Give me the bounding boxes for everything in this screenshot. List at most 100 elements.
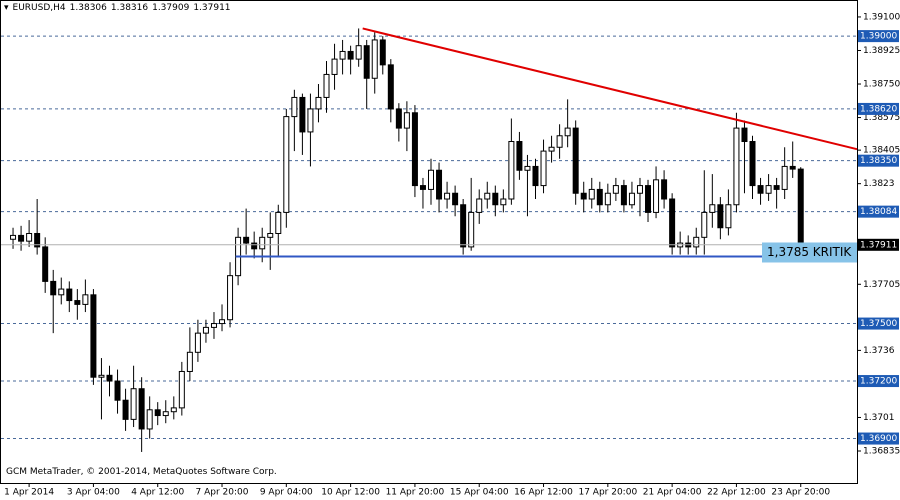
- candle-body: [532, 165, 539, 187]
- candle-body: [42, 246, 49, 282]
- x-tick-label: 21 Apr 04:00: [643, 488, 702, 498]
- candle-body: [797, 168, 804, 246]
- candle-body: [701, 211, 708, 238]
- candle-body: [411, 112, 418, 187]
- candle-body: [283, 116, 290, 213]
- level-label: 1.37200: [860, 377, 897, 387]
- ohlc-high: 1.38316: [110, 3, 149, 13]
- y-tick-label: 1.39100: [863, 12, 900, 22]
- candle-body: [693, 236, 700, 248]
- x-tick-label: 4 Apr 12:00: [131, 488, 184, 498]
- candle-body: [540, 150, 547, 187]
- candle-body: [307, 108, 314, 133]
- candle-body: [580, 192, 587, 200]
- candle-body: [444, 192, 451, 200]
- level-label: 1.38350: [860, 156, 897, 166]
- candle-body: [331, 58, 338, 75]
- level-label: 1.38620: [860, 104, 897, 114]
- candle-body: [170, 407, 177, 413]
- y-tick-label: 1.38925: [863, 46, 900, 56]
- x-tick-label: 17 Apr 20:00: [578, 488, 637, 498]
- candle-body: [604, 192, 611, 206]
- candle-body: [114, 380, 121, 401]
- candle-body: [492, 192, 499, 206]
- y-tick-label: 1.36835: [863, 446, 900, 456]
- support-label-box: [762, 242, 857, 263]
- candle-body: [596, 188, 603, 206]
- candle-body: [612, 185, 619, 194]
- candle-body: [202, 326, 209, 334]
- candle-body: [403, 112, 410, 129]
- candle-body: [162, 411, 169, 417]
- candle-body: [259, 236, 266, 250]
- candle-body: [267, 232, 274, 238]
- x-tick-label: 15 Apr 04:00: [450, 488, 509, 498]
- level-label: 1.37500: [860, 319, 897, 329]
- level-label-box: [858, 102, 899, 115]
- candle-body: [387, 64, 394, 110]
- candle-body: [18, 234, 25, 242]
- candle-body: [636, 185, 643, 194]
- x-tick-label: 3 Apr 04:00: [67, 488, 120, 498]
- candle-body: [395, 108, 402, 129]
- candle-body: [709, 204, 716, 213]
- candle-body: [58, 288, 65, 296]
- level-label-box: [858, 154, 899, 167]
- candle-body: [428, 169, 434, 190]
- candle-body: [452, 192, 459, 206]
- level-label: 1.36900: [860, 434, 897, 444]
- candle-body: [717, 204, 724, 229]
- candle-body: [588, 188, 595, 200]
- y-tick-label: 1.38750: [863, 80, 900, 90]
- candle-body: [82, 294, 89, 305]
- candle-body: [460, 204, 467, 248]
- candle-body: [178, 370, 185, 409]
- candle-body: [291, 96, 298, 118]
- candle-body: [34, 232, 41, 248]
- ohlc-open: 1.38306: [69, 3, 107, 13]
- menu-arrow[interactable]: ▾: [4, 3, 9, 13]
- candle-body: [355, 45, 362, 60]
- y-tick-label: 1.38575: [863, 113, 900, 123]
- candle-body: [725, 204, 732, 229]
- candle-body: [628, 192, 635, 206]
- candle-body: [138, 388, 145, 430]
- candle-body: [548, 146, 555, 152]
- x-tick-label: 16 Apr 12:00: [514, 488, 573, 498]
- candle-body: [10, 234, 17, 240]
- candle-body: [130, 388, 137, 420]
- candle-body: [66, 288, 73, 302]
- candle-body: [757, 185, 764, 194]
- candle-body: [74, 300, 81, 305]
- x-tick-label: 11 Apr 20:00: [386, 488, 445, 498]
- candle-body: [339, 50, 346, 60]
- price-label: 1.37911: [860, 240, 897, 250]
- candle-body: [741, 127, 748, 143]
- candle-body: [219, 319, 226, 325]
- y-tick-label: 1.37705: [863, 280, 900, 290]
- x-tick-label: 1 Apr 2014: [4, 488, 54, 498]
- candle-body: [194, 332, 201, 353]
- candle-body: [733, 127, 740, 206]
- candle-body: [98, 374, 105, 378]
- candle-body: [154, 409, 161, 417]
- candle-body: [765, 185, 772, 194]
- candle-body: [436, 169, 443, 200]
- candle-body: [500, 198, 507, 206]
- candle-body: [243, 236, 250, 244]
- candle-body: [749, 141, 756, 187]
- plot-frame: [0, 0, 858, 484]
- candle-body: [299, 96, 306, 133]
- y-tick-label: 1.3823: [863, 179, 895, 189]
- candle-body: [347, 50, 354, 60]
- copyright: GCM MetaTrader, © 2001-2014, MetaQuotes …: [6, 467, 277, 477]
- candle-body: [146, 409, 153, 430]
- candle-body: [210, 323, 217, 328]
- candle-body: [227, 275, 234, 321]
- x-tick-label: 9 Apr 04:00: [260, 488, 313, 498]
- candle-body: [669, 198, 676, 248]
- symbol: EURUSD,H4: [12, 3, 66, 13]
- candle-body: [524, 165, 531, 171]
- level-label-box: [858, 30, 899, 43]
